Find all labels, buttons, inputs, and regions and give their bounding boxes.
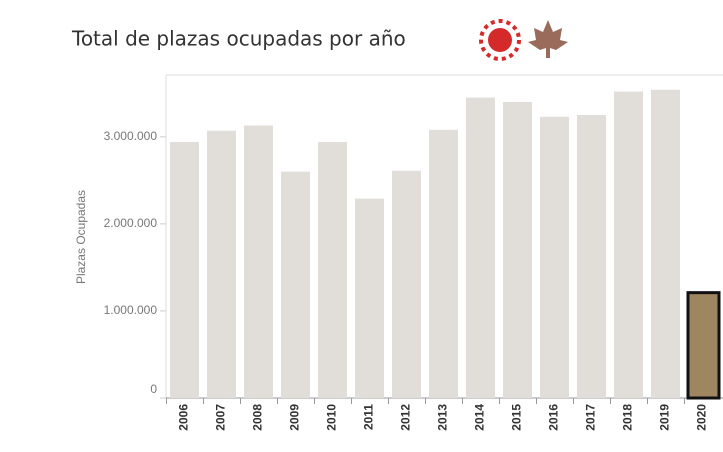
- sun-icon: [479, 19, 521, 61]
- bar: [429, 129, 458, 398]
- bar: [466, 97, 495, 399]
- bar: [614, 91, 643, 398]
- x-tick-label: 2013: [436, 404, 450, 431]
- bar: [207, 130, 236, 399]
- y-tick-label: 3.000.000: [104, 129, 158, 143]
- x-tick-label: 2009: [288, 404, 302, 431]
- x-tick-label: 2019: [658, 404, 672, 431]
- x-tick-label: 2015: [510, 404, 524, 431]
- bar: [244, 125, 273, 398]
- bar: [392, 170, 421, 398]
- x-tick-label: 2012: [399, 404, 413, 431]
- x-tick-label: 2020: [695, 404, 709, 431]
- y-tick-label: 0: [150, 382, 157, 396]
- maple-icon: [528, 20, 568, 58]
- x-tick-label: 2014: [473, 404, 487, 431]
- x-tick-label: 2007: [214, 404, 228, 431]
- x-tick-label: 2010: [325, 404, 339, 431]
- bar: [170, 142, 199, 398]
- bar: [540, 116, 569, 398]
- bar: [577, 115, 606, 398]
- x-tick-label: 2008: [251, 404, 265, 431]
- x-tick-label: 2016: [547, 404, 561, 431]
- x-tick-label: 2018: [621, 404, 635, 431]
- chart-title: Total de plazas ocupadas por año: [71, 27, 406, 51]
- bar: [318, 142, 347, 398]
- x-tick-label: 2006: [177, 404, 191, 431]
- y-axis-label: Plazas Ocupadas: [74, 190, 88, 284]
- x-tick-label: 2017: [584, 404, 598, 431]
- y-tick-label: 2.000.000: [104, 216, 158, 230]
- y-tick-label: 1.000.000: [104, 303, 158, 317]
- bar: [686, 291, 721, 400]
- bar: [355, 198, 384, 398]
- x-tick-label: 2011: [362, 404, 376, 430]
- bar: [281, 171, 310, 398]
- bar: [651, 89, 680, 398]
- bar: [503, 101, 532, 398]
